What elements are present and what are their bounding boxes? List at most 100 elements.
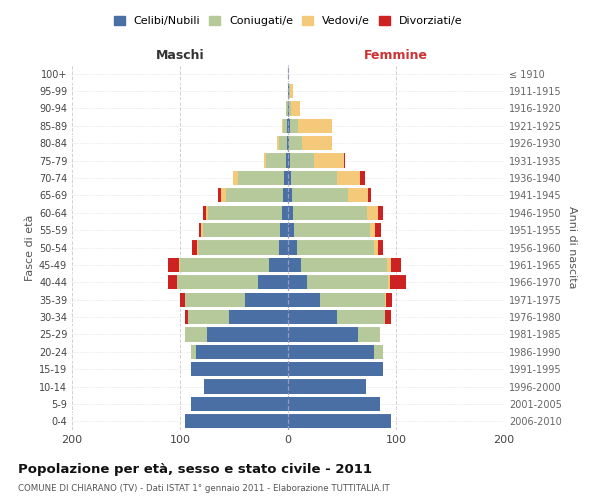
- Bar: [203, 206, 206, 220]
- Bar: [288, 362, 383, 376]
- Bar: [238, 171, 284, 185]
- Bar: [289, 102, 291, 116]
- Text: COMUNE DI CHIARANO (TV) - Dati ISTAT 1° gennaio 2011 - Elaborazione TUTTITALIA.I: COMUNE DI CHIARANO (TV) - Dati ISTAT 1° …: [18, 484, 390, 493]
- Y-axis label: Anni di nascita: Anni di nascita: [567, 206, 577, 289]
- Bar: [374, 240, 377, 254]
- Bar: [185, 328, 207, 342]
- Bar: [288, 328, 358, 342]
- Bar: [320, 292, 385, 307]
- Bar: [337, 310, 385, 324]
- Bar: [288, 397, 380, 411]
- Bar: [280, 240, 288, 254]
- Bar: [389, 275, 406, 289]
- Bar: [286, 154, 288, 168]
- Bar: [286, 102, 288, 116]
- Bar: [377, 240, 383, 254]
- Bar: [283, 188, 288, 202]
- Bar: [281, 206, 288, 220]
- Bar: [218, 188, 221, 202]
- Bar: [296, 240, 374, 254]
- Bar: [277, 136, 280, 150]
- Bar: [288, 240, 296, 254]
- Bar: [374, 344, 383, 359]
- Bar: [288, 223, 295, 237]
- Bar: [200, 223, 203, 237]
- Bar: [385, 292, 386, 307]
- Bar: [203, 223, 280, 237]
- Bar: [291, 171, 337, 185]
- Bar: [388, 275, 389, 289]
- Bar: [191, 362, 288, 376]
- Bar: [204, 380, 288, 394]
- Bar: [288, 188, 292, 202]
- Bar: [298, 118, 332, 133]
- Bar: [288, 344, 374, 359]
- Bar: [269, 258, 288, 272]
- Bar: [288, 275, 307, 289]
- Bar: [229, 310, 288, 324]
- Bar: [292, 188, 349, 202]
- Bar: [388, 258, 391, 272]
- Bar: [307, 275, 388, 289]
- Bar: [287, 136, 288, 150]
- Bar: [295, 223, 370, 237]
- Bar: [284, 171, 288, 185]
- Bar: [288, 102, 289, 116]
- Bar: [185, 292, 245, 307]
- Bar: [283, 118, 287, 133]
- Bar: [221, 188, 226, 202]
- Bar: [288, 292, 320, 307]
- Bar: [264, 154, 266, 168]
- Bar: [367, 206, 377, 220]
- Bar: [199, 240, 280, 254]
- Bar: [191, 397, 288, 411]
- Bar: [361, 171, 365, 185]
- Bar: [287, 118, 288, 133]
- Bar: [288, 171, 291, 185]
- Bar: [177, 275, 258, 289]
- Bar: [289, 136, 302, 150]
- Bar: [288, 414, 391, 428]
- Legend: Celibi/Nubili, Coniugati/e, Vedovi/e, Divorziati/e: Celibi/Nubili, Coniugati/e, Vedovi/e, Di…: [113, 16, 463, 26]
- Bar: [196, 344, 288, 359]
- Bar: [314, 154, 344, 168]
- Bar: [376, 223, 381, 237]
- Text: Femmine: Femmine: [364, 50, 428, 62]
- Bar: [289, 84, 290, 98]
- Bar: [281, 118, 283, 133]
- Bar: [245, 292, 288, 307]
- Bar: [191, 344, 196, 359]
- Bar: [207, 328, 288, 342]
- Bar: [185, 414, 288, 428]
- Bar: [288, 136, 289, 150]
- Text: Maschi: Maschi: [155, 50, 205, 62]
- Bar: [206, 206, 208, 220]
- Bar: [197, 240, 199, 254]
- Bar: [288, 258, 301, 272]
- Bar: [168, 275, 177, 289]
- Bar: [233, 171, 238, 185]
- Bar: [258, 275, 288, 289]
- Bar: [280, 223, 288, 237]
- Bar: [226, 188, 283, 202]
- Bar: [344, 154, 345, 168]
- Bar: [358, 328, 380, 342]
- Bar: [288, 310, 337, 324]
- Bar: [291, 102, 300, 116]
- Bar: [301, 258, 388, 272]
- Bar: [280, 136, 287, 150]
- Bar: [385, 310, 391, 324]
- Y-axis label: Fasce di età: Fasce di età: [25, 214, 35, 280]
- Bar: [192, 240, 197, 254]
- Bar: [386, 292, 392, 307]
- Bar: [168, 258, 179, 272]
- Bar: [337, 171, 361, 185]
- Bar: [290, 154, 314, 168]
- Bar: [288, 84, 289, 98]
- Bar: [199, 223, 200, 237]
- Bar: [288, 154, 290, 168]
- Bar: [290, 84, 293, 98]
- Bar: [288, 118, 290, 133]
- Bar: [208, 206, 281, 220]
- Bar: [370, 223, 376, 237]
